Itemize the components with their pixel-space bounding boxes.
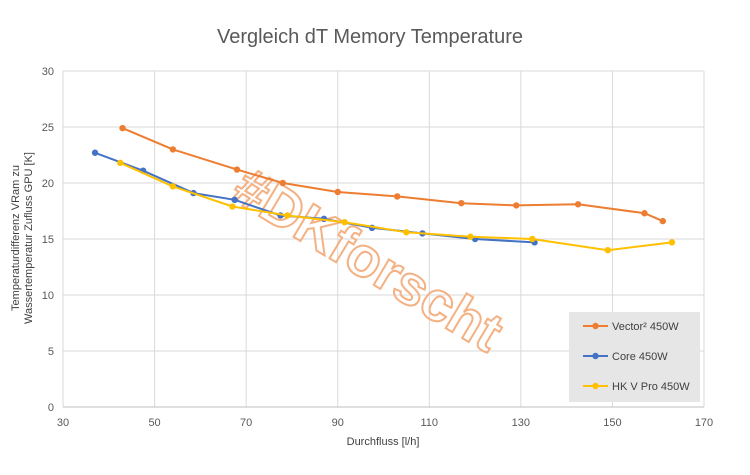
data-point xyxy=(604,247,612,254)
y-axis-ticks: 0 5 10 15 20 25 30 xyxy=(42,66,54,414)
legend-item: Core 450W xyxy=(583,351,668,363)
data-point xyxy=(279,179,286,187)
y-tick-label: 25 xyxy=(42,122,54,134)
chart-title: Vergleich dT Memory Temperature xyxy=(217,26,523,48)
series-layer xyxy=(91,124,676,254)
data-point xyxy=(119,124,126,132)
y-tick-label: 0 xyxy=(48,402,54,414)
data-point xyxy=(284,212,291,219)
gridlines xyxy=(62,70,705,407)
data-point xyxy=(91,149,99,156)
legend-marker xyxy=(592,322,599,330)
x-tick-label: 70 xyxy=(240,417,252,429)
legend-marker xyxy=(592,382,599,390)
y-axis-label-line2: Wassertemperatur Zufluss GPU [K] xyxy=(23,152,35,324)
legend-item: HK V Pro 450W xyxy=(583,381,690,393)
data-point xyxy=(659,217,666,225)
data-point xyxy=(169,183,177,190)
y-tick-label: 15 xyxy=(42,234,54,246)
data-point xyxy=(574,201,582,208)
data-point xyxy=(458,199,465,207)
series-line xyxy=(119,161,673,252)
data-point xyxy=(341,219,348,226)
y-tick-label: 10 xyxy=(42,290,54,302)
x-tick-label: 50 xyxy=(148,417,160,429)
series-3 xyxy=(117,159,676,254)
y-axis-label-line1: Temperaturdifferenz VRam zu xyxy=(10,165,22,311)
data-point xyxy=(334,188,341,196)
legend-marker xyxy=(592,352,599,360)
data-point xyxy=(229,203,236,210)
x-tick-label: 130 xyxy=(512,417,530,429)
data-point xyxy=(117,159,124,167)
data-point xyxy=(668,239,676,246)
y-tick-label: 5 xyxy=(48,346,54,358)
y-tick-label: 30 xyxy=(42,66,54,78)
data-point xyxy=(529,235,536,243)
x-tick-label: 90 xyxy=(332,417,344,429)
legend-label: Core 450W xyxy=(612,351,668,363)
data-point xyxy=(233,166,241,173)
data-point xyxy=(513,202,520,209)
data-point xyxy=(169,146,177,153)
x-tick-label: 110 xyxy=(421,417,439,429)
x-tick-label: 150 xyxy=(603,417,621,429)
legend-label: Vector² 450W xyxy=(612,321,679,333)
y-tick-label: 20 xyxy=(42,178,54,190)
x-tick-label: 30 xyxy=(57,417,69,429)
x-axis-label: Durchfluss [l/h] xyxy=(347,436,420,448)
data-point xyxy=(231,196,238,203)
x-axis-ticks: 30 50 70 90 110 130 150 170 xyxy=(57,417,713,429)
legend-label: HK V Pro 450W xyxy=(612,381,690,393)
data-point xyxy=(641,210,648,217)
series-1 xyxy=(119,124,666,225)
x-tick-label: 170 xyxy=(695,417,713,429)
legend: Vector² 450W Core 450W HK V Pro 450W xyxy=(569,312,700,402)
data-point xyxy=(403,229,410,236)
data-point xyxy=(394,193,401,200)
data-point xyxy=(467,233,474,240)
legend-item: Vector² 450W xyxy=(583,321,679,333)
